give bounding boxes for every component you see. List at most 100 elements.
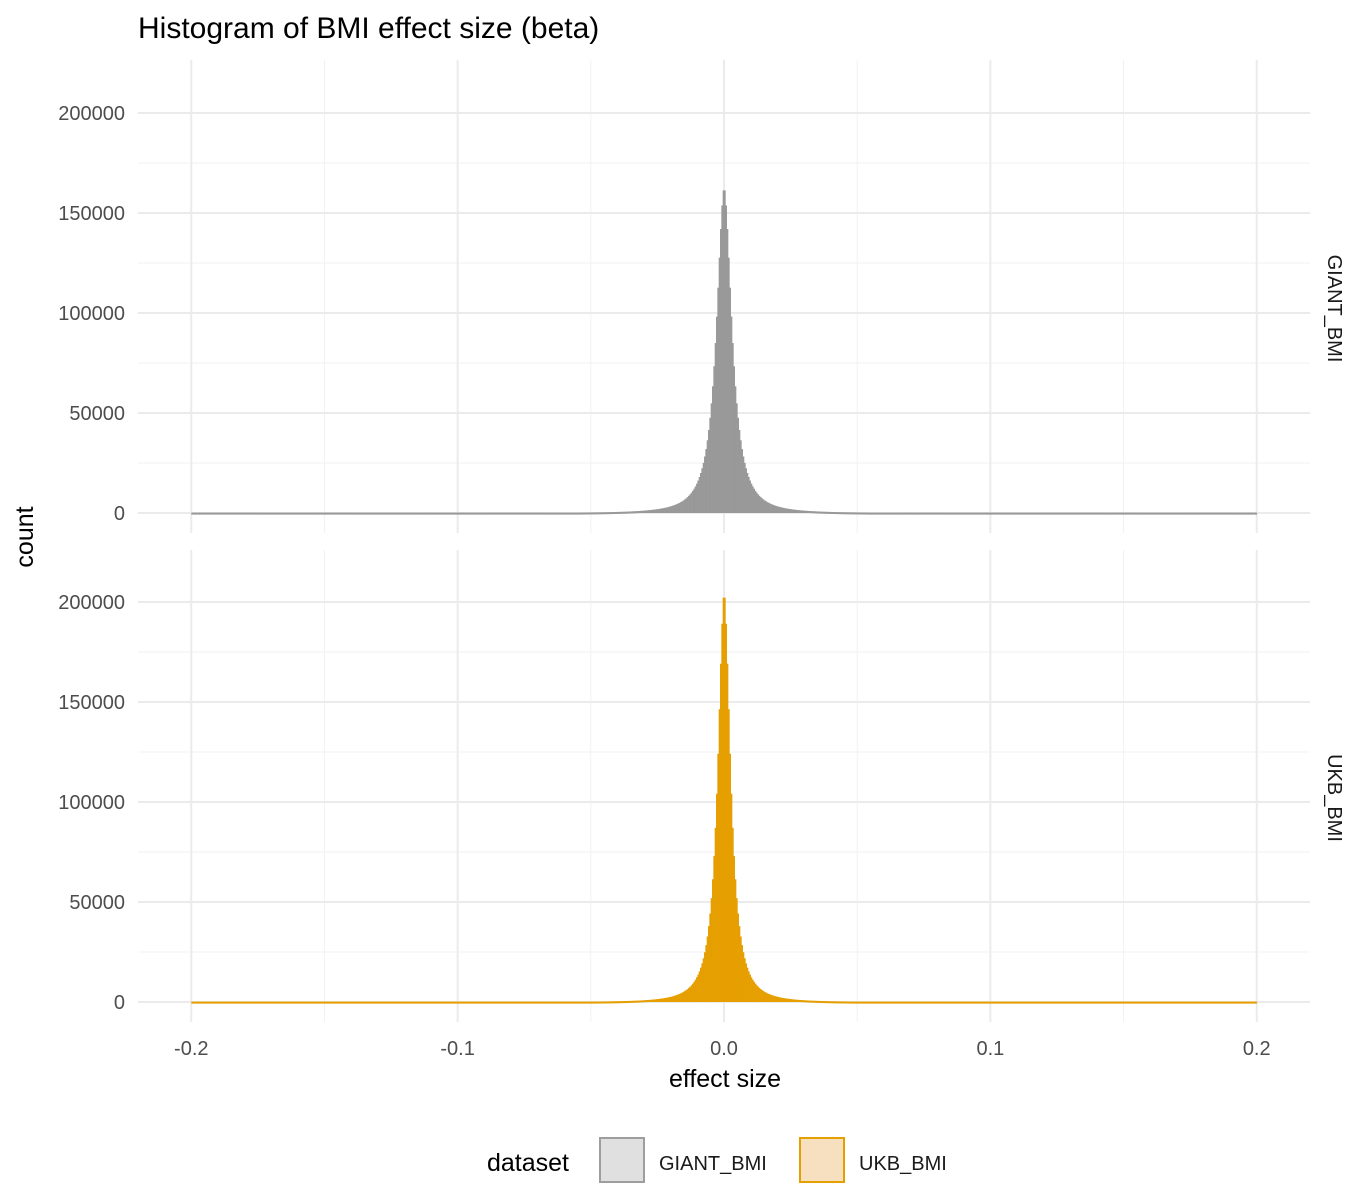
- histogram-bar: [676, 994, 678, 1002]
- histogram-bar: [1130, 512, 1132, 515]
- histogram-bar: [1132, 512, 1135, 515]
- histogram-bar: [953, 512, 955, 515]
- histogram-bar: [843, 512, 846, 515]
- histogram-bar: [529, 512, 532, 515]
- histogram-bar: [522, 512, 525, 515]
- histogram-bar: [532, 512, 534, 515]
- histogram-bar: [247, 1001, 249, 1004]
- histogram-bar: [1174, 1001, 1176, 1004]
- histogram-bar: [553, 1001, 556, 1004]
- histogram-bar: [1127, 512, 1130, 515]
- histogram-bar: [874, 1001, 877, 1004]
- histogram-bar: [331, 1001, 333, 1004]
- histogram-bar: [903, 512, 906, 515]
- histogram-bar: [1228, 1001, 1231, 1004]
- histogram-bar: [502, 1001, 505, 1004]
- histogram-bar: [918, 512, 921, 515]
- histogram-bar: [1018, 1001, 1021, 1004]
- histogram-bar: [616, 1001, 618, 1004]
- histogram-bar: [1064, 1001, 1067, 1004]
- histogram-bar: [1183, 1001, 1186, 1004]
- histogram-bar: [500, 512, 502, 515]
- histogram-bar: [1056, 1001, 1059, 1004]
- histogram-bar: [770, 504, 773, 513]
- histogram-bar: [223, 512, 225, 515]
- histogram-bar: [934, 1001, 937, 1004]
- histogram-bar: [277, 512, 280, 515]
- histogram-bar: [332, 1001, 335, 1004]
- histogram-bar: [830, 511, 833, 514]
- histogram-bar: [372, 512, 375, 515]
- histogram-bar: [958, 1001, 961, 1004]
- histogram-bar: [329, 512, 332, 515]
- histogram-bar: [228, 512, 231, 515]
- histogram-bar: [931, 512, 934, 515]
- histogram-bar: [690, 985, 693, 1002]
- histogram-bar: [357, 512, 360, 515]
- histogram-bar: [275, 512, 277, 515]
- histogram-bar: [859, 1001, 862, 1004]
- histogram-bar: [415, 1001, 417, 1004]
- histogram-bar: [705, 945, 708, 1002]
- histogram-bar: [998, 1001, 1001, 1004]
- histogram-bar: [343, 512, 345, 515]
- histogram-bar: [1223, 512, 1226, 515]
- histogram-bar: [544, 512, 546, 515]
- histogram-bar: [757, 494, 759, 513]
- histogram-bar: [562, 512, 565, 515]
- histogram-bar: [1009, 512, 1011, 515]
- histogram-bar: [573, 512, 576, 515]
- histogram-bar: [291, 512, 293, 515]
- histogram-bar: [458, 1001, 461, 1004]
- histogram-bar: [556, 1001, 558, 1004]
- histogram-bar: [882, 1001, 885, 1004]
- histogram-bar: [1164, 512, 1167, 515]
- histogram-bar: [498, 1001, 501, 1004]
- histogram-bar: [585, 1001, 588, 1004]
- histogram-bar: [517, 512, 520, 515]
- histogram-bar: [1238, 1001, 1240, 1004]
- histogram-bar: [453, 1001, 456, 1004]
- histogram-bar: [826, 511, 829, 514]
- histogram-bar: [585, 512, 588, 515]
- histogram-bar: [299, 1001, 301, 1004]
- histogram-bar: [781, 997, 783, 1002]
- histogram-bar: [361, 512, 364, 515]
- histogram-bar: [1096, 1001, 1099, 1004]
- histogram-bar: [954, 512, 957, 515]
- histogram-bar: [199, 1001, 201, 1004]
- histogram-bar: [791, 999, 794, 1002]
- histogram-bar: [887, 512, 890, 515]
- histogram-bar: [1067, 512, 1070, 515]
- histogram-bar: [565, 1001, 568, 1004]
- histogram-bar: [1023, 1001, 1026, 1004]
- histogram-bar: [275, 1001, 277, 1004]
- histogram-bar: [658, 998, 661, 1002]
- histogram-bar: [441, 1001, 444, 1004]
- histogram-bar: [1046, 512, 1048, 515]
- histogram-bar: [441, 512, 444, 515]
- histogram-bar: [961, 1001, 963, 1004]
- histogram-bar: [1207, 512, 1210, 515]
- histogram-bar: [1143, 512, 1146, 515]
- histogram-bar: [328, 1001, 331, 1004]
- histogram-bar: [550, 1001, 553, 1004]
- histogram-bar: [1180, 512, 1183, 515]
- histogram-bar: [433, 1001, 436, 1004]
- histogram-bar: [979, 1001, 982, 1004]
- histogram-bar: [1014, 512, 1017, 515]
- histogram-bar: [333, 1001, 336, 1004]
- histogram-bar: [782, 998, 785, 1002]
- histogram-bar: [1062, 1001, 1064, 1004]
- histogram-bar: [1226, 1001, 1228, 1004]
- histogram-bar: [419, 512, 421, 515]
- histogram-bar: [823, 511, 826, 514]
- histogram-bar: [806, 510, 809, 513]
- histogram-bar: [925, 1001, 927, 1004]
- histogram-bar: [777, 506, 779, 513]
- histogram-bar: [817, 1000, 819, 1003]
- histogram-bar: [361, 1001, 364, 1004]
- histogram-bar: [1242, 1001, 1244, 1004]
